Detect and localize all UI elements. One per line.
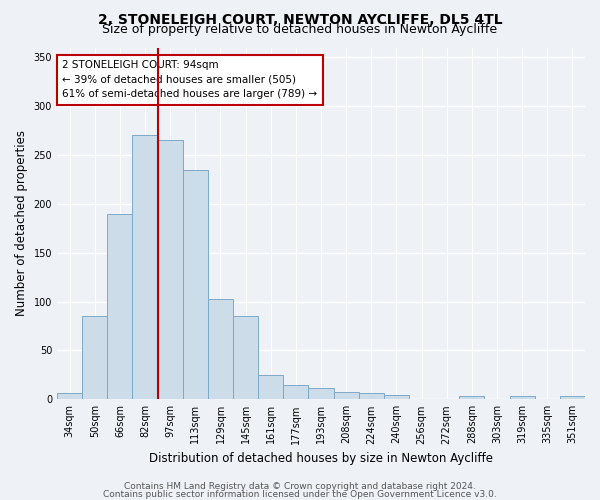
Text: Contains public sector information licensed under the Open Government Licence v3: Contains public sector information licen… bbox=[103, 490, 497, 499]
Bar bbox=[258, 375, 283, 400]
Bar bbox=[560, 396, 585, 400]
X-axis label: Distribution of detached houses by size in Newton Aycliffe: Distribution of detached houses by size … bbox=[149, 452, 493, 465]
Bar bbox=[359, 394, 384, 400]
Y-axis label: Number of detached properties: Number of detached properties bbox=[15, 130, 28, 316]
Bar bbox=[107, 214, 133, 400]
Bar bbox=[283, 384, 308, 400]
Bar bbox=[459, 396, 484, 400]
Bar bbox=[82, 316, 107, 400]
Bar bbox=[509, 396, 535, 400]
Bar bbox=[208, 298, 233, 400]
Bar bbox=[183, 170, 208, 400]
Bar bbox=[308, 388, 334, 400]
Bar bbox=[158, 140, 183, 400]
Bar bbox=[133, 136, 158, 400]
Bar bbox=[57, 394, 82, 400]
Text: 2 STONELEIGH COURT: 94sqm
← 39% of detached houses are smaller (505)
61% of semi: 2 STONELEIGH COURT: 94sqm ← 39% of detac… bbox=[62, 60, 317, 100]
Bar bbox=[334, 392, 359, 400]
Text: Size of property relative to detached houses in Newton Aycliffe: Size of property relative to detached ho… bbox=[103, 22, 497, 36]
Text: 2, STONELEIGH COURT, NEWTON AYCLIFFE, DL5 4TL: 2, STONELEIGH COURT, NEWTON AYCLIFFE, DL… bbox=[98, 12, 502, 26]
Bar bbox=[233, 316, 258, 400]
Text: Contains HM Land Registry data © Crown copyright and database right 2024.: Contains HM Land Registry data © Crown c… bbox=[124, 482, 476, 491]
Bar bbox=[384, 396, 409, 400]
